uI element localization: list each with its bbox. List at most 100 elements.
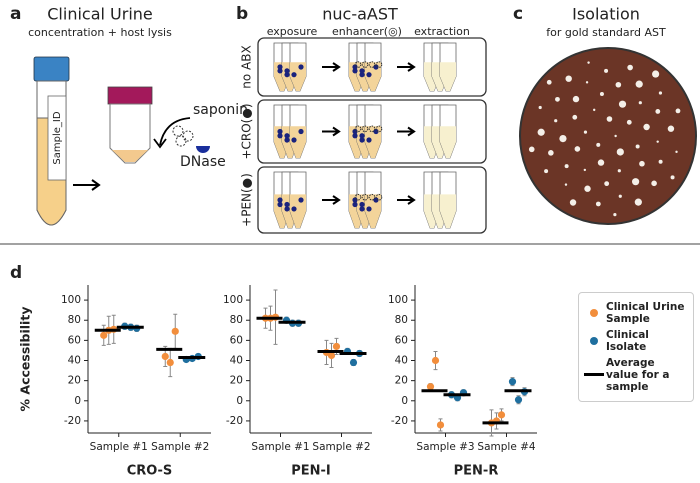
colony xyxy=(652,70,660,78)
legend-entry: Average value for a sample xyxy=(582,357,690,393)
cell xyxy=(291,137,297,143)
colony xyxy=(635,80,643,88)
arrow xyxy=(73,179,101,191)
y-tick-label: 60 xyxy=(68,334,81,346)
enhancer xyxy=(368,125,376,133)
column-label: extraction xyxy=(414,25,470,38)
colony xyxy=(615,81,622,88)
cell xyxy=(277,64,283,70)
tube-label: Sample_ID xyxy=(52,111,63,164)
agar-plate xyxy=(519,47,697,225)
y-tick-label: 80 xyxy=(230,314,243,326)
colony xyxy=(583,130,588,134)
colony xyxy=(537,128,545,136)
data-point xyxy=(426,383,435,391)
panel-letter: b xyxy=(236,4,248,24)
panel-title: Clinical Urine xyxy=(47,5,153,24)
cell xyxy=(359,133,365,139)
panel-letter: c xyxy=(513,4,523,24)
panel-letter: a xyxy=(10,4,21,24)
data-point xyxy=(497,411,506,419)
data-point xyxy=(161,352,169,361)
cell xyxy=(284,72,290,78)
arrow xyxy=(322,62,341,72)
data-point xyxy=(436,421,445,429)
y-tick-label: 80 xyxy=(395,314,408,326)
colony xyxy=(583,168,587,172)
cell xyxy=(352,64,358,70)
cell xyxy=(359,206,365,212)
colony xyxy=(618,100,627,108)
cell xyxy=(291,206,297,212)
enhancer xyxy=(361,61,369,68)
chart-title: PEN-R xyxy=(454,464,499,479)
colony xyxy=(627,64,633,71)
row-label: +PEN(●) xyxy=(240,173,254,227)
cell xyxy=(359,72,365,78)
cell xyxy=(366,72,372,78)
legend-swatch xyxy=(582,308,606,318)
arrow xyxy=(397,195,416,205)
colony xyxy=(639,160,645,167)
x-tick-label: Sample #4 xyxy=(477,441,536,453)
tube-fill xyxy=(440,194,456,228)
data-point xyxy=(349,358,358,367)
y-tick-label: 20 xyxy=(68,375,81,387)
tube-fill xyxy=(365,62,381,91)
colonies xyxy=(528,61,681,217)
colony xyxy=(587,61,590,64)
cell xyxy=(284,133,290,139)
cell xyxy=(366,206,372,212)
colony xyxy=(569,199,577,206)
enhancer xyxy=(375,61,383,68)
data-point xyxy=(166,358,174,367)
chart-title: PEN-I xyxy=(291,464,331,479)
colony xyxy=(544,169,549,174)
colony xyxy=(617,169,621,173)
data-point xyxy=(100,331,108,339)
cell xyxy=(298,64,304,70)
colony xyxy=(651,180,657,187)
y-tick-label: 0 xyxy=(236,395,243,407)
colony xyxy=(632,178,640,186)
data-point xyxy=(431,356,440,365)
colony xyxy=(538,105,542,110)
cell xyxy=(352,201,358,208)
colony xyxy=(554,119,558,123)
curved-arrow xyxy=(153,117,191,149)
cell xyxy=(284,206,290,212)
column-label: exposure xyxy=(267,25,318,38)
colony xyxy=(548,150,554,156)
cell xyxy=(284,137,290,143)
cell xyxy=(277,68,283,74)
large-tube xyxy=(33,56,70,226)
row-label: +CRO(●) xyxy=(240,103,254,159)
tube-fill xyxy=(440,126,456,158)
legend-entry: Clinical Urine Sample xyxy=(582,301,690,325)
y-tick-label: 80 xyxy=(68,314,81,326)
row-label: no ABX xyxy=(240,45,254,88)
cell xyxy=(298,197,304,203)
colony xyxy=(658,91,663,95)
y-tick-label: 100 xyxy=(223,294,243,306)
panel-title: Isolation xyxy=(572,5,640,24)
y-tick-label: -20 xyxy=(226,415,243,427)
legend-label: Clinical Isolate xyxy=(606,329,649,353)
condition-box xyxy=(257,99,487,164)
cell xyxy=(352,197,358,203)
cell xyxy=(352,133,358,139)
colony xyxy=(565,75,572,82)
data-point xyxy=(327,351,336,360)
cell xyxy=(284,68,290,74)
arrow xyxy=(322,126,341,137)
colony xyxy=(675,150,678,154)
colony xyxy=(658,159,663,164)
data-point xyxy=(171,327,179,335)
x-tick-label: Sample #1 xyxy=(90,441,148,453)
enhancer xyxy=(354,193,362,201)
y-tick-label: 60 xyxy=(230,334,243,346)
tube-fill xyxy=(290,126,306,158)
legend-label: Average value for a sample xyxy=(606,357,670,393)
